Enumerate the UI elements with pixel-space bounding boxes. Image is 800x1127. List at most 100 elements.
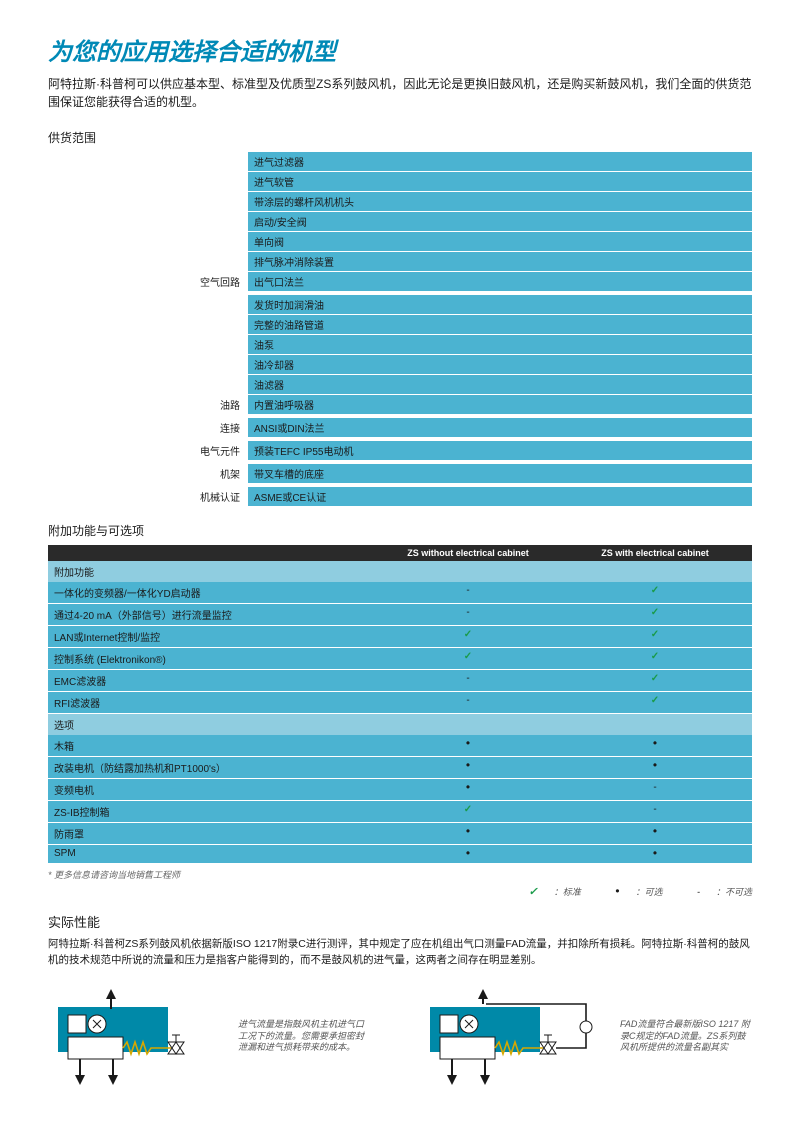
feature-cell: ✓ <box>558 670 752 691</box>
feature-label: 木箱 <box>48 735 378 756</box>
supply-row: 进气过滤器 <box>48 152 752 171</box>
feature-cell: - <box>378 604 558 625</box>
feature-cell: ✓ <box>558 582 752 603</box>
supply-row: 发货时加润滑油 <box>48 295 752 314</box>
feature-row: EMC滤波器-✓ <box>48 670 752 692</box>
perf-heading: 实际性能 <box>48 912 752 931</box>
feature-label: 一体化的变频器/一体化YD启动器 <box>48 582 378 603</box>
supply-row: 单向阀 <box>48 232 752 251</box>
feature-label: EMC滤波器 <box>48 670 378 691</box>
feature-row: 变频电机•- <box>48 779 752 801</box>
supply-item: 启动/安全阀 <box>248 212 752 231</box>
feature-cell: • <box>378 757 558 778</box>
feature-cell: ✓ <box>558 626 752 647</box>
col-header-2: ZS with electrical cabinet <box>558 545 752 561</box>
supply-row: 排气脉冲消除装置 <box>48 252 752 271</box>
feature-cell: • <box>558 823 752 844</box>
feature-row: 控制系统 (Elektronikon®)✓✓ <box>48 648 752 670</box>
feature-label: 通过4-20 mA（外部信号）进行流量监控 <box>48 604 378 625</box>
supply-row: 机架带叉车槽的底座 <box>48 464 752 483</box>
supply-row: 启动/安全阀 <box>48 212 752 231</box>
feature-cell: • <box>378 735 558 756</box>
supply-group-label: 机架 <box>48 466 248 481</box>
features-table: ZS without electrical cabinet ZS with el… <box>48 545 752 864</box>
supply-group-label: 连接 <box>48 420 248 435</box>
supply-group-label: 机械认证 <box>48 489 248 504</box>
supply-item: ASME或CE认证 <box>248 487 752 506</box>
supply-item: 发货时加润滑油 <box>248 295 752 314</box>
feature-cell: - <box>378 692 558 713</box>
supply-row: 带涂层的螺杆风机机头 <box>48 192 752 211</box>
feature-row: RFI滤波器-✓ <box>48 692 752 714</box>
supply-item: 排气脉冲消除装置 <box>248 252 752 271</box>
feature-cell: ✓ <box>558 648 752 669</box>
feature-row: 防雨罩•• <box>48 823 752 845</box>
feature-row: ZS-IB控制箱✓- <box>48 801 752 823</box>
feature-label: LAN或Internet控制/监控 <box>48 626 378 647</box>
supply-item: 油冷却器 <box>248 355 752 374</box>
feature-cell: • <box>558 735 752 756</box>
feature-row: 一体化的变频器/一体化YD启动器-✓ <box>48 582 752 604</box>
supply-item: 完整的油路管道 <box>248 315 752 334</box>
feature-cell: • <box>378 779 558 800</box>
supply-row: 油泵 <box>48 335 752 354</box>
diagram-inlet <box>48 987 228 1087</box>
feature-row: 改装电机（防结露加热机和PT1000's）•• <box>48 757 752 779</box>
feature-cell: ✓ <box>558 692 752 713</box>
feature-cell: ✓ <box>378 801 558 822</box>
supply-row: 电气元件预装TEFC IP55电动机 <box>48 441 752 460</box>
feature-cell: • <box>558 845 752 863</box>
feature-cell: ✓ <box>558 604 752 625</box>
feature-cell: - <box>558 801 752 822</box>
feature-row: 木箱•• <box>48 735 752 757</box>
feature-label: 控制系统 (Elektronikon®) <box>48 648 378 669</box>
features-footnote: * 更多信息请咨询当地销售工程师 <box>48 868 752 881</box>
supply-heading: 供货范围 <box>48 129 752 146</box>
supply-item: 单向阀 <box>248 232 752 251</box>
feature-cell: ✓ <box>378 648 558 669</box>
feature-row: 通过4-20 mA（外部信号）进行流量监控-✓ <box>48 604 752 626</box>
diagram-caption-1: 进气流量是指鼓风机主机进气口工况下的流量。您需要承担密封泄漏和进气损耗带来的成本… <box>238 1019 368 1054</box>
feature-label: RFI滤波器 <box>48 692 378 713</box>
supply-item: 油泵 <box>248 335 752 354</box>
supply-item: 油滤器 <box>248 375 752 394</box>
category-row-opts: 选项 <box>48 714 752 735</box>
supply-item: 带叉车槽的底座 <box>248 464 752 483</box>
supply-row: 完整的油路管道 <box>48 315 752 334</box>
supply-row: 油滤器 <box>48 375 752 394</box>
category-row-funcs: 附加功能 <box>48 561 752 582</box>
supply-item: 出气口法兰 <box>248 272 752 291</box>
supply-table: 进气过滤器进气软管带涂层的螺杆风机机头启动/安全阀单向阀排气脉冲消除装置空气回路… <box>48 152 752 506</box>
supply-group-label: 空气回路 <box>48 274 248 289</box>
col-header-1: ZS without electrical cabinet <box>378 545 558 561</box>
features-header-row: ZS without electrical cabinet ZS with el… <box>48 545 752 561</box>
feature-cell: - <box>378 582 558 603</box>
feature-cell: ✓ <box>378 626 558 647</box>
feature-label: SPM <box>48 845 378 863</box>
supply-row: 机械认证ASME或CE认证 <box>48 487 752 506</box>
diagrams-row: 进气流量是指鼓风机主机进气口工况下的流量。您需要承担密封泄漏和进气损耗带来的成本… <box>48 987 752 1087</box>
feature-cell: - <box>378 670 558 691</box>
page-title: 为您的应用选择合适的机型 <box>48 32 752 67</box>
feature-row: SPM•• <box>48 845 752 864</box>
perf-text: 阿特拉斯·科普柯ZS系列鼓风机依据新版ISO 1217附录C进行测评，其中规定了… <box>48 937 752 969</box>
feature-label: 防雨罩 <box>48 823 378 844</box>
diagram-caption-2: FAD流量符合最新版ISO 1217 附录C规定的FAD流量。ZS系列鼓风机所提… <box>620 1019 750 1054</box>
supply-row: 连接ANSI或DIN法兰 <box>48 418 752 437</box>
feature-label: 变频电机 <box>48 779 378 800</box>
supply-item: 内置油呼吸器 <box>248 395 752 414</box>
supply-item: 进气过滤器 <box>248 152 752 171</box>
supply-item: 预装TEFC IP55电动机 <box>248 441 752 460</box>
supply-row: 油路内置油呼吸器 <box>48 395 752 414</box>
features-heading: 附加功能与可选项 <box>48 522 752 539</box>
intro-text: 阿特拉斯·科普柯可以供应基本型、标准型及优质型ZS系列鼓风机，因此无论是更换旧鼓… <box>48 75 752 111</box>
supply-row: 进气软管 <box>48 172 752 191</box>
legend: ✓：标准 •：可选 -：不可选 <box>48 885 752 898</box>
feature-cell: • <box>378 845 558 863</box>
feature-row: LAN或Internet控制/监控✓✓ <box>48 626 752 648</box>
supply-row: 油冷却器 <box>48 355 752 374</box>
feature-label: 改装电机（防结露加热机和PT1000's） <box>48 757 378 778</box>
supply-item: 进气软管 <box>248 172 752 191</box>
supply-item: ANSI或DIN法兰 <box>248 418 752 437</box>
feature-cell: • <box>378 823 558 844</box>
